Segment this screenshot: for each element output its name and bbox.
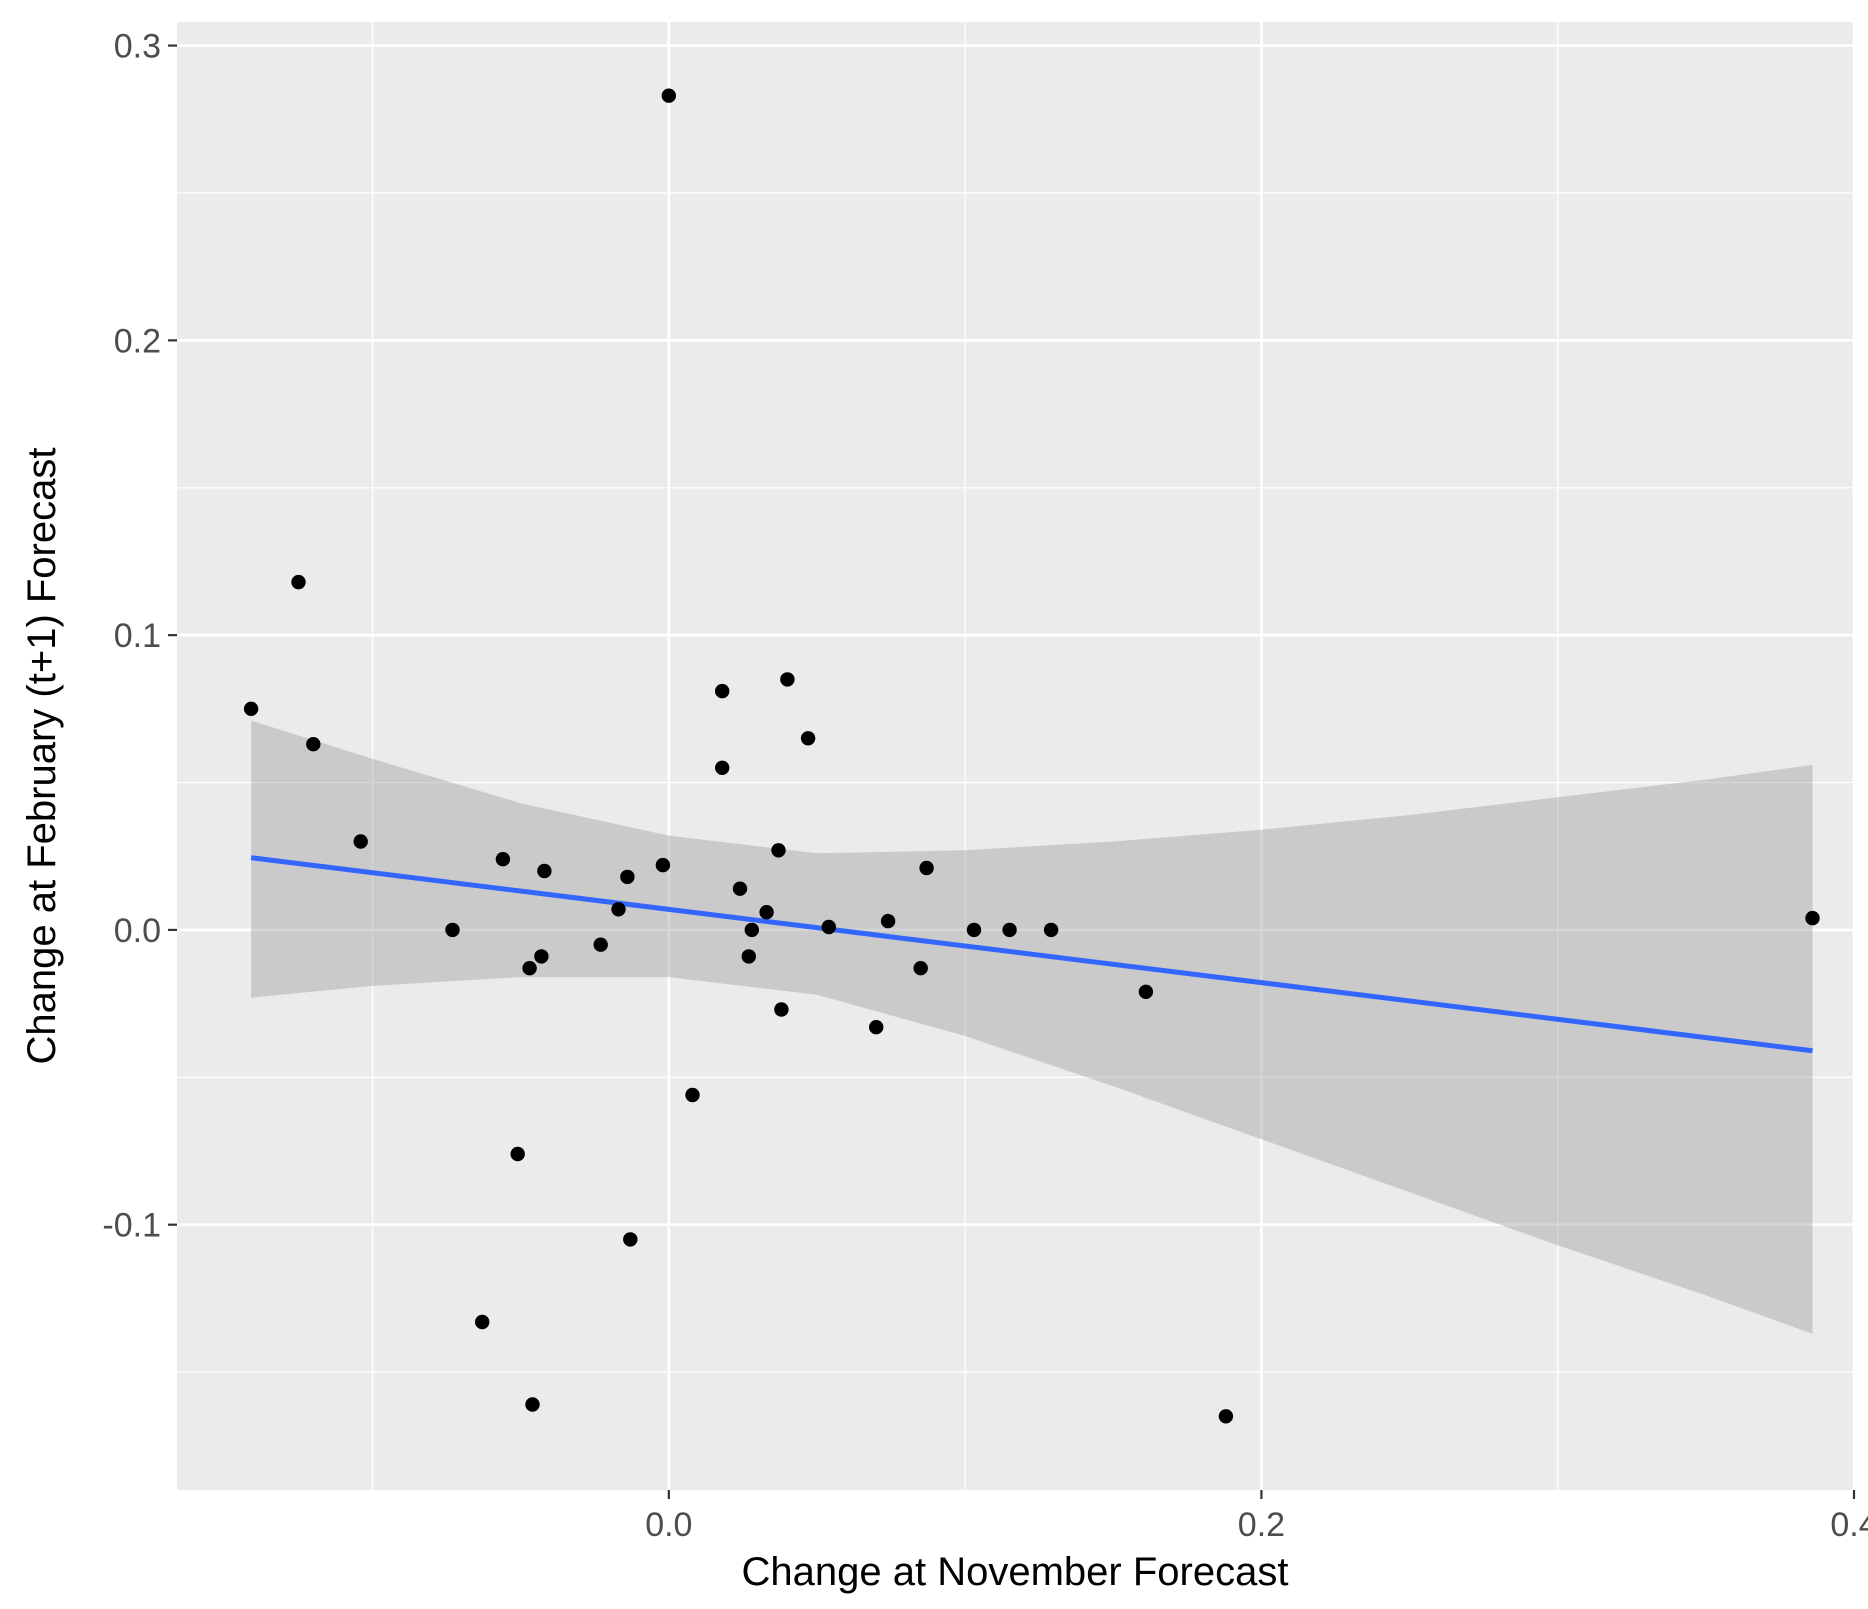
x-tick-label: 0.0 — [645, 1506, 692, 1544]
data-point — [919, 860, 934, 876]
data-point — [593, 937, 608, 952]
data-point — [880, 913, 896, 929]
data-point — [620, 869, 635, 885]
data-point — [495, 852, 511, 867]
data-point — [741, 949, 756, 964]
data-point — [759, 905, 774, 920]
data-point — [661, 88, 676, 103]
data-point — [771, 843, 786, 858]
data-point — [685, 1087, 700, 1103]
data-point — [1138, 984, 1154, 999]
data-point — [306, 737, 321, 752]
data-point — [522, 961, 537, 976]
data-point — [869, 1019, 884, 1035]
data-point — [715, 683, 730, 699]
data-point — [913, 961, 928, 976]
data-point — [1218, 1409, 1234, 1424]
data-point — [1043, 922, 1059, 938]
y-tick-label: -0.1 — [102, 1207, 161, 1245]
data-point — [475, 1314, 490, 1330]
fit-line-layer — [250, 855, 1813, 1054]
data-point — [655, 857, 671, 873]
data-point — [966, 922, 982, 938]
data-point — [445, 922, 460, 938]
x-axis-title: Change at November Forecast — [742, 1550, 1289, 1594]
data-point — [1002, 922, 1017, 938]
data-point — [623, 1232, 638, 1247]
data-point — [291, 574, 306, 590]
data-point — [732, 881, 748, 896]
data-point — [744, 922, 759, 938]
data-point — [243, 701, 259, 716]
data-point — [537, 863, 552, 879]
data-point — [1805, 910, 1820, 926]
data-point — [800, 731, 816, 746]
x-tick-label: 0.2 — [1238, 1506, 1285, 1544]
data-point — [510, 1146, 525, 1162]
data-point — [525, 1397, 540, 1412]
data-point — [774, 1002, 789, 1017]
y-tick-label: 0.3 — [114, 28, 161, 66]
data-point — [611, 902, 626, 917]
data-point — [715, 760, 730, 775]
confidence-band-layer — [251, 720, 1813, 1334]
plot-panel — [177, 22, 1854, 1490]
y-axis-ticks: -0.1 0.0 0.1 0.2 0.3 — [102, 28, 177, 1245]
minor-gridlines — [177, 22, 1854, 1490]
data-point — [534, 949, 549, 964]
y-axis-title: Change at February (t+1) Forecast — [20, 448, 64, 1065]
data-point — [353, 834, 368, 849]
fit-line — [250, 855, 1813, 1054]
data-point — [780, 672, 795, 687]
y-tick-label: 0.0 — [114, 912, 161, 950]
data-point — [821, 919, 836, 935]
x-axis-ticks: 0.0 0.2 0.4 — [645, 1490, 1868, 1544]
y-tick-label: 0.1 — [114, 617, 161, 655]
x-tick-label: 0.4 — [1830, 1506, 1868, 1544]
y-tick-label: 0.2 — [114, 322, 161, 360]
confidence-band — [251, 720, 1813, 1334]
points-layer — [243, 88, 1820, 1424]
